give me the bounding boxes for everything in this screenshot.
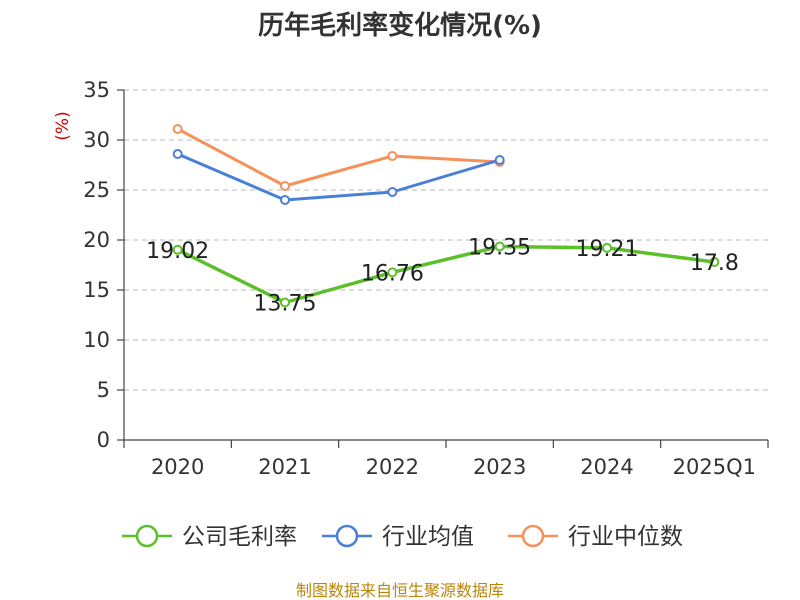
data-point: [387, 267, 398, 278]
legend-marker: [335, 524, 359, 548]
legend: 公司毛利率 行业均值 行业中位数: [122, 524, 683, 550]
data-point: [280, 181, 290, 191]
x-tick-label: 2023: [473, 455, 526, 479]
legend-label: 公司毛利率: [182, 524, 297, 550]
data-point: [280, 195, 290, 205]
x-tick-label: 2020: [151, 455, 204, 479]
grid: [124, 89, 768, 391]
chart-title: 历年毛利率变化情况(%): [258, 10, 542, 41]
data-point: [494, 155, 505, 165]
y-tick-label: 0: [97, 428, 110, 452]
y-axis-unit-label: (%): [53, 111, 73, 140]
series-line: [176, 244, 715, 305]
data-point: [280, 297, 290, 308]
y-tick-label: 15: [83, 278, 110, 302]
data-point: [602, 242, 612, 253]
data-point: [494, 241, 505, 252]
data-label: 19.21: [576, 237, 639, 262]
data-label: 13.75: [254, 292, 317, 317]
y-tick-label: 20: [83, 228, 110, 252]
series-line: [176, 127, 500, 188]
y-tick-label: 25: [83, 178, 110, 202]
series: 19.02 13.75 16.76 19.35 19.21 17.8: [146, 124, 739, 317]
y-tick-label: 10: [83, 328, 110, 352]
source-note: 制图数据来自恒生聚源数据库: [296, 581, 504, 600]
x-tick-label: 2022: [366, 455, 419, 479]
data-point: [387, 187, 398, 197]
x-tick-label: 2025Q1: [673, 455, 756, 479]
legend-label: 行业中位数: [568, 524, 683, 550]
data-label: 17.8: [690, 251, 739, 276]
series-line: [177, 152, 501, 202]
y-tick-label: 35: [83, 78, 110, 102]
data-label: 19.02: [146, 239, 209, 264]
legend-label: 行业均值: [382, 524, 474, 550]
axes: 0 5 10 15 20 25 30 35 2020 2021 2022 2023 2024 2025Q1: [83, 78, 769, 479]
data-point: [387, 151, 398, 161]
data-point: [709, 257, 720, 267]
data-label: 16.76: [361, 261, 424, 286]
data-point: [172, 124, 183, 134]
y-tick-label: 5: [97, 378, 110, 402]
legend-marker: [521, 524, 545, 548]
y-tick-label: 30: [83, 128, 110, 152]
x-tick-label: 2021: [258, 455, 311, 479]
x-tick-label: 2024: [580, 455, 633, 479]
data-label: 19.35: [468, 236, 531, 261]
data-point: [172, 244, 183, 255]
legend-marker: [135, 524, 159, 548]
data-point: [172, 149, 183, 159]
